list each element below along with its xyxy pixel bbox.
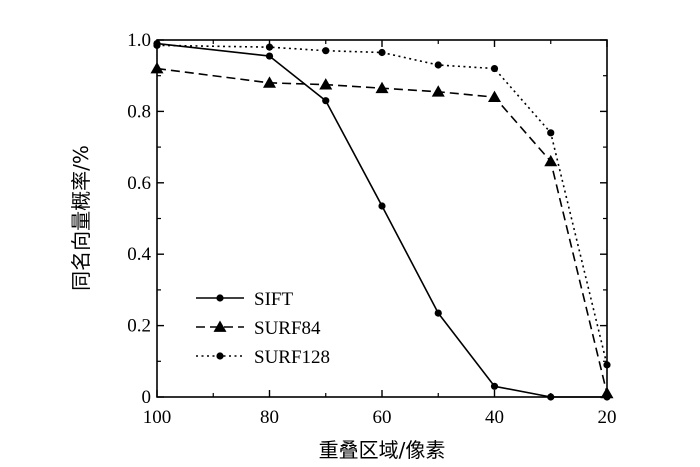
data-point bbox=[431, 85, 445, 97]
data-point bbox=[544, 154, 558, 167]
series-layer bbox=[150, 39, 614, 401]
data-point bbox=[378, 202, 386, 210]
data-point bbox=[378, 48, 386, 57]
data-point bbox=[322, 47, 330, 55]
data-point bbox=[547, 393, 555, 401]
data-point bbox=[265, 52, 274, 60]
x-tick-label: 20 bbox=[598, 407, 617, 428]
data-point bbox=[265, 43, 274, 51]
data-point bbox=[319, 78, 333, 90]
data-point bbox=[375, 81, 389, 94]
x-tick-label: 40 bbox=[485, 407, 504, 428]
x-tick-label: 100 bbox=[143, 407, 172, 428]
legend-label: SURF84 bbox=[254, 318, 321, 339]
series-surf128 bbox=[153, 41, 611, 369]
plot-frame bbox=[156, 39, 608, 398]
legend-marker bbox=[216, 352, 224, 360]
data-point bbox=[153, 41, 161, 49]
x-axis-title: 重叠区域/像素 bbox=[319, 438, 446, 462]
legend-item: SIFT bbox=[196, 289, 293, 310]
series-line bbox=[156, 42, 607, 398]
data-point bbox=[434, 309, 442, 317]
data-point bbox=[150, 62, 164, 74]
legend-label: SURF128 bbox=[254, 347, 330, 368]
data-point bbox=[603, 361, 611, 369]
y-axis-title: 同名向量概率/% bbox=[69, 145, 93, 291]
x-tick-label: 80 bbox=[260, 407, 279, 428]
legend-label: SIFT bbox=[254, 289, 293, 310]
data-point bbox=[490, 64, 499, 73]
series-surf84 bbox=[150, 62, 614, 399]
series-line bbox=[156, 44, 608, 366]
y-tick-label: 1.0 bbox=[127, 30, 151, 51]
y-tick-label: 0.8 bbox=[127, 101, 151, 122]
y-tick-label: 0.6 bbox=[127, 173, 151, 194]
ticks-layer: 100 80 60 40 20 0 0.2 0.4 0.6 0.8 1.0 bbox=[127, 30, 616, 428]
data-point bbox=[434, 61, 442, 69]
legend: SIFT SURF84 SURF128 bbox=[196, 289, 330, 368]
data-point bbox=[600, 386, 614, 399]
data-point bbox=[488, 90, 501, 102]
y-tick-label: 0 bbox=[142, 387, 152, 408]
y-tick-label: 0.2 bbox=[127, 316, 151, 337]
data-point bbox=[263, 76, 276, 88]
legend-marker bbox=[213, 320, 227, 332]
legend-item: SURF84 bbox=[196, 318, 321, 339]
x-tick-label: 60 bbox=[373, 407, 392, 428]
legend-item: SURF128 bbox=[196, 347, 330, 368]
series-line bbox=[156, 67, 608, 394]
y-tick-label: 0.4 bbox=[127, 244, 151, 265]
legend-marker bbox=[216, 294, 224, 302]
data-point bbox=[490, 382, 499, 390]
series-sift bbox=[153, 39, 611, 401]
data-point bbox=[322, 97, 330, 105]
data-point bbox=[547, 129, 555, 137]
